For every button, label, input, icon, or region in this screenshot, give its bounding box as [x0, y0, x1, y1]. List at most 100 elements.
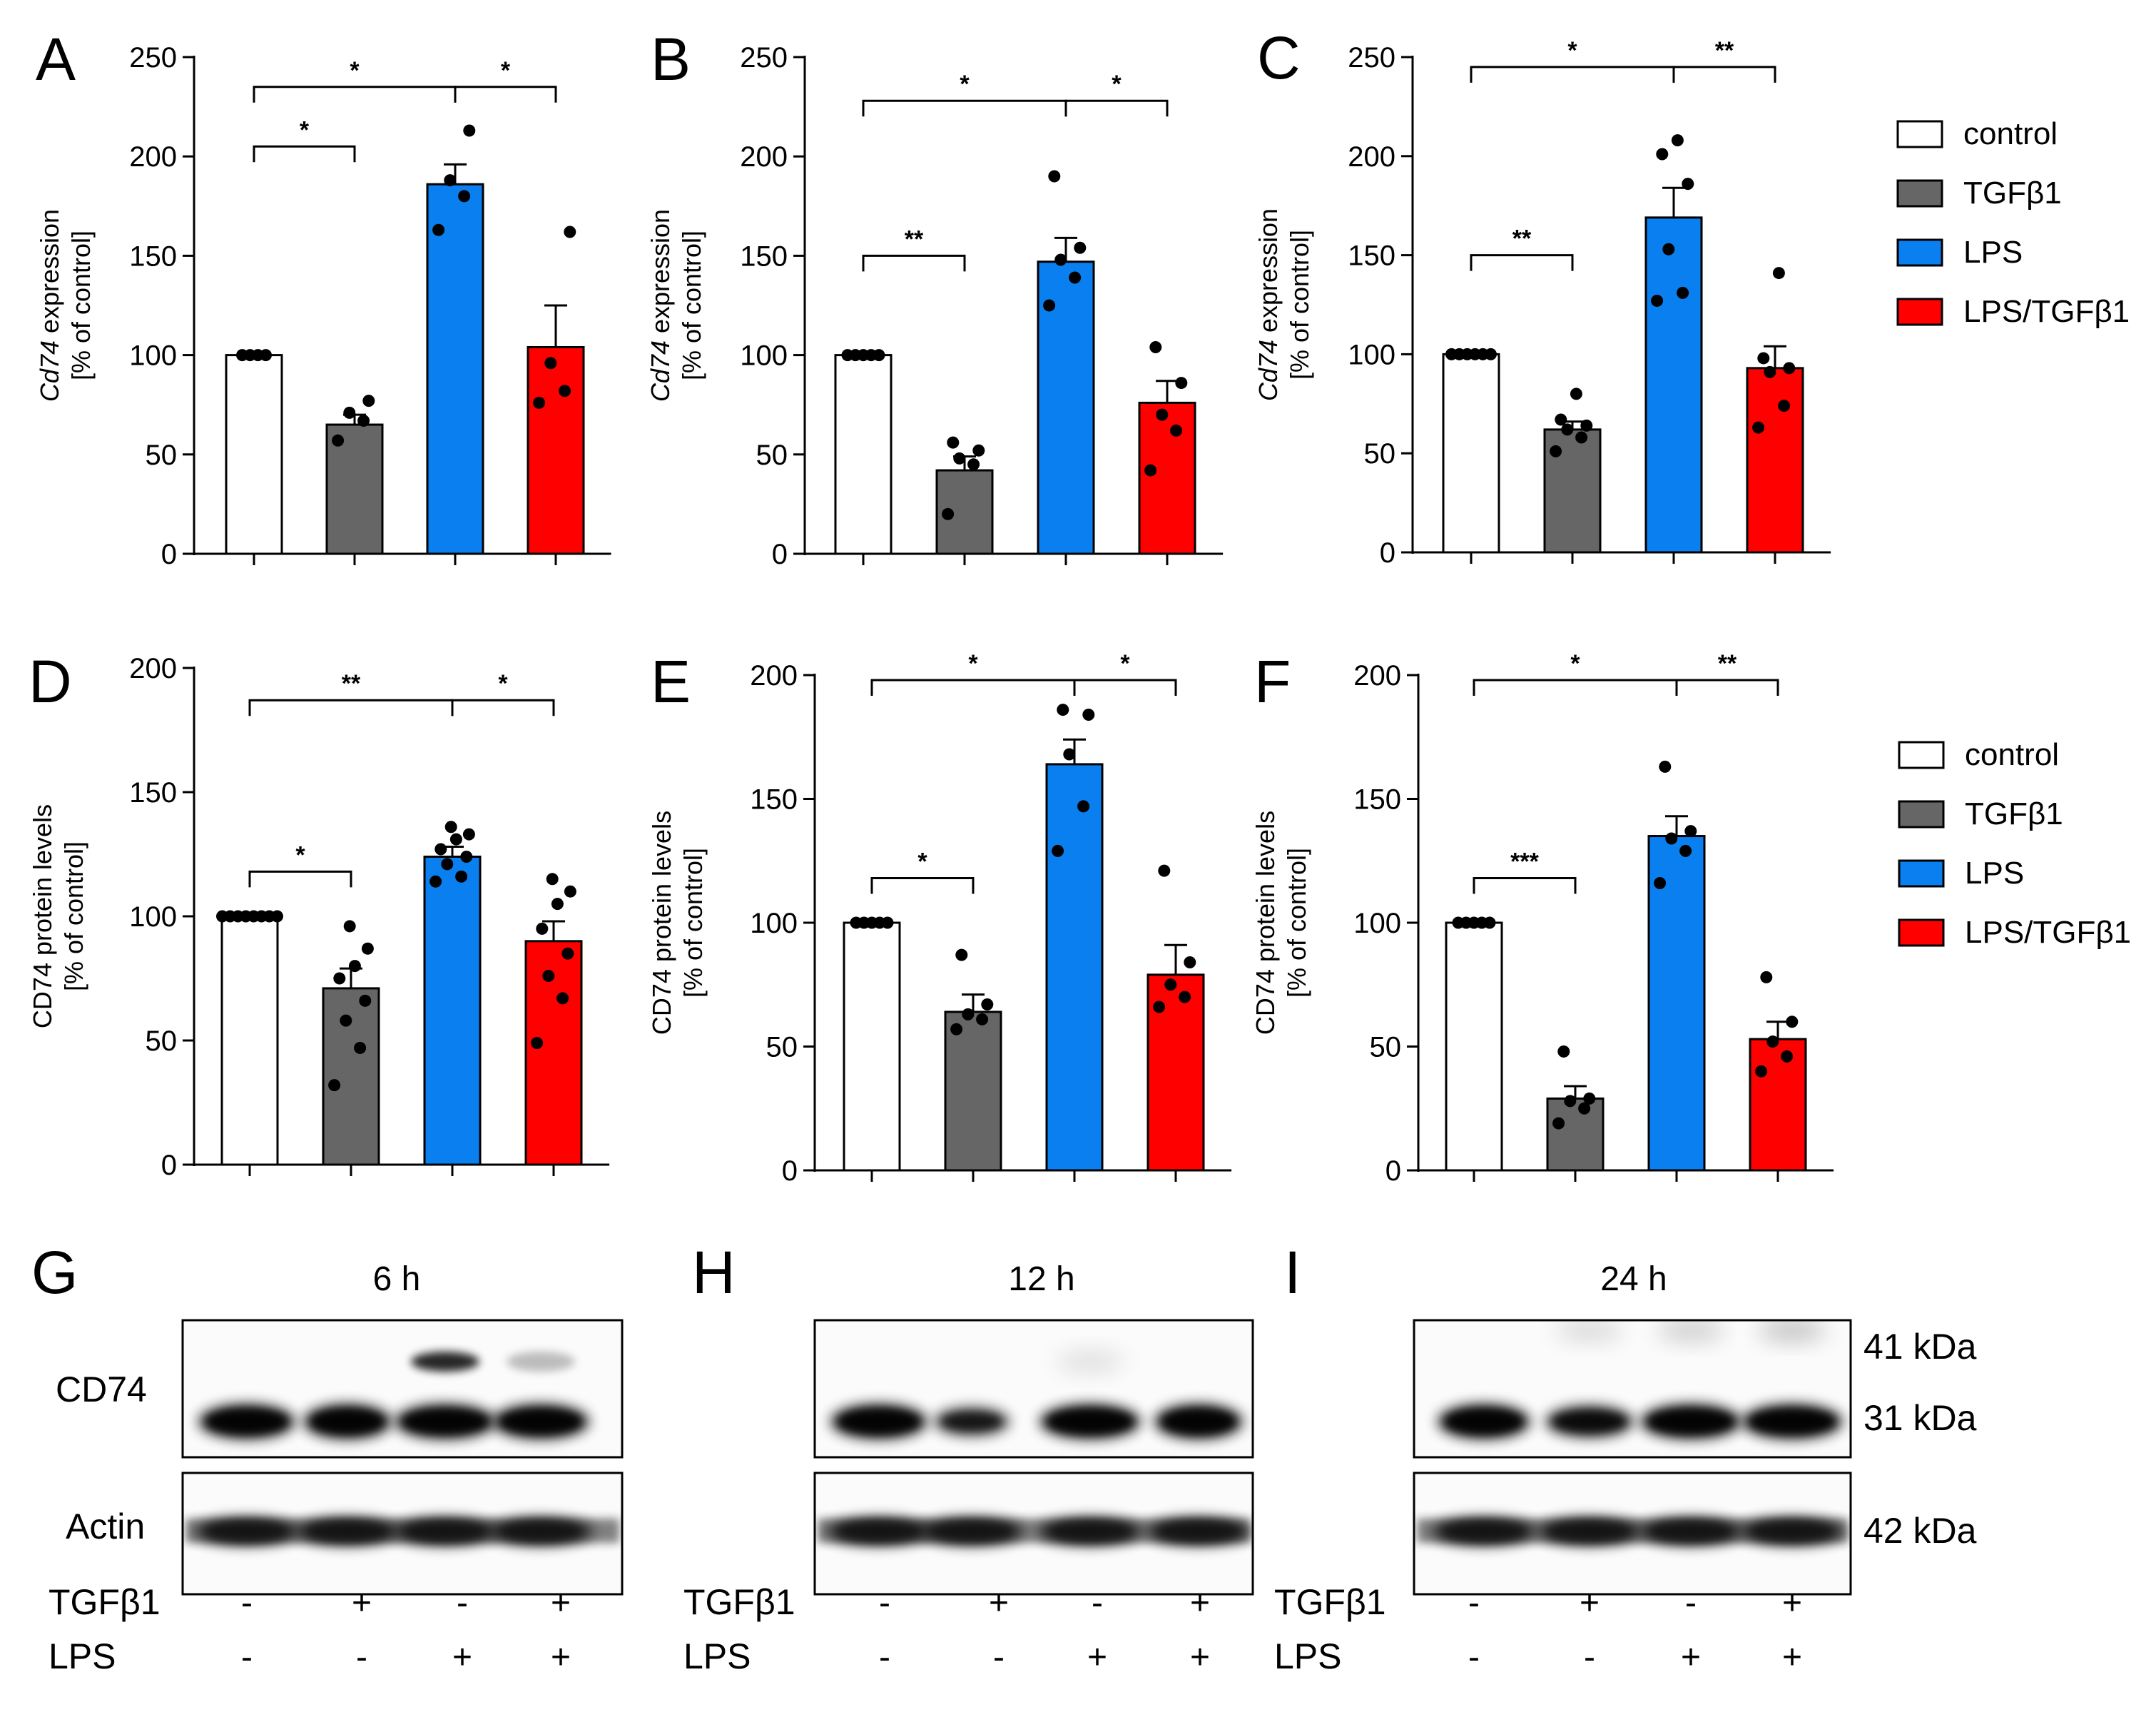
data-point	[1054, 253, 1067, 266]
data-point	[357, 414, 370, 427]
blot-panel-h: H 12 h TGFβ1 LPS - - + - - + + +	[683, 1239, 1254, 1676]
band-41kda	[1758, 1320, 1826, 1340]
data-point	[1057, 704, 1069, 716]
data-point	[559, 385, 571, 397]
data-point	[1158, 864, 1171, 877]
data-point	[1552, 1117, 1565, 1130]
significance-bracket	[1473, 877, 1577, 894]
data-point	[1164, 978, 1177, 991]
tgf-sign: -	[457, 1584, 468, 1622]
significance-label: *	[1567, 37, 1577, 64]
y-axis-label: Cd74 expression	[646, 209, 675, 402]
band-31kda-core	[1750, 1409, 1834, 1434]
data-point	[362, 395, 375, 407]
panel-letter: A	[36, 26, 76, 93]
data-point	[881, 916, 894, 929]
y-axis-label-unit: [% of control]	[1282, 848, 1311, 998]
y-tick-label: 150	[1353, 784, 1401, 816]
bar-lps	[1647, 835, 1706, 1172]
significance-bracket	[870, 679, 1076, 696]
bar-lps-tgf-1	[527, 345, 585, 555]
band-31kda-core	[1649, 1409, 1733, 1434]
band-31kda-core	[403, 1409, 487, 1434]
y-axis-label: CD74 protein levels	[1251, 811, 1280, 1035]
kda-31: 31 kDa	[1863, 1398, 1977, 1438]
kda-41: 41 kDa	[1863, 1327, 1977, 1367]
y-tick-label: 150	[1348, 240, 1395, 272]
data-point	[1778, 400, 1791, 412]
data-point	[1555, 413, 1567, 426]
data-point	[953, 452, 966, 465]
data-point	[1483, 916, 1496, 929]
y-axis-label: Cd74 expression	[1254, 208, 1283, 401]
significance-label: *	[501, 57, 511, 84]
band-31kda-core	[311, 1409, 384, 1434]
band-31kda-core	[206, 1409, 288, 1434]
data-point	[1671, 134, 1684, 147]
tgf-sign: +	[1580, 1584, 1600, 1622]
tgf-sign: -	[1092, 1584, 1103, 1622]
data-point	[361, 942, 374, 955]
y-tick-label: 0	[161, 1150, 177, 1181]
significance-bracket	[1675, 679, 1779, 696]
data-point	[1144, 464, 1157, 477]
tgf-sign: -	[1685, 1584, 1697, 1622]
significance-label: **	[1512, 226, 1532, 253]
bar-lps	[1644, 216, 1703, 554]
y-axis-label-text: expression	[1254, 208, 1283, 340]
data-point	[1760, 971, 1773, 983]
data-point	[271, 910, 283, 923]
tgf-row-label: TGFβ1	[683, 1582, 795, 1622]
cd74-row-label: CD74	[56, 1369, 147, 1409]
blot-time-label: 6 h	[373, 1260, 421, 1298]
lps-sign: +	[1087, 1639, 1107, 1676]
legend-swatch	[1898, 741, 1945, 769]
bar-lps	[426, 183, 484, 555]
data-point	[1564, 1095, 1577, 1108]
lps-sign: -	[879, 1639, 890, 1676]
y-tick-label: 250	[129, 42, 177, 74]
significance-bracket	[1073, 679, 1177, 696]
legend-swatch	[1898, 918, 1945, 947]
data-point	[972, 444, 985, 457]
kda-42: 42 kDa	[1863, 1511, 1977, 1551]
y-tick-label: 100	[740, 340, 788, 372]
panel-letter: E	[651, 648, 691, 715]
tgf-sign: -	[1468, 1584, 1480, 1622]
data-point	[1550, 445, 1562, 457]
data-point	[1682, 178, 1694, 191]
data-point	[1063, 748, 1076, 761]
data-point	[1175, 377, 1188, 390]
bar-lps	[1045, 763, 1104, 1172]
data-point	[1752, 421, 1765, 434]
significance-bracket	[454, 86, 557, 103]
significance-bracket	[248, 870, 352, 888]
panel-letter: G	[31, 1239, 78, 1306]
lps-sign: +	[1190, 1639, 1210, 1676]
chart-panel-c: C 0 50 100 150 200 250 Cd74 expression [% of con…	[1254, 24, 1831, 569]
data-point	[260, 349, 272, 362]
y-tick-label: 250	[740, 42, 788, 74]
y-tick-label: 100	[1348, 339, 1395, 370]
band-actin-smear	[818, 1519, 1250, 1543]
data-point	[1781, 1050, 1794, 1063]
y-tick-label: 100	[129, 901, 177, 933]
data-point	[354, 1041, 367, 1054]
significance-bracket	[1473, 679, 1678, 696]
significance-bracket	[451, 699, 555, 716]
actin-bands	[818, 1517, 1251, 1546]
tgf-sign: +	[551, 1584, 571, 1622]
y-axis-label-text: CD74 protein levels	[1251, 811, 1280, 1035]
data-point	[1783, 362, 1796, 375]
y-axis-label: CD74 protein levels	[28, 804, 57, 1028]
y-tick-label: 200	[1353, 660, 1401, 692]
data-point	[1580, 419, 1593, 432]
bar-lps	[423, 855, 482, 1166]
y-tick-label: 200	[129, 653, 177, 684]
data-point	[1077, 800, 1090, 813]
bar-tgf-1	[944, 1011, 1002, 1172]
data-point	[463, 124, 476, 137]
bar-tgf-1	[325, 423, 384, 555]
chart-panel-e: E 0 50 100 150 200 CD74 protein levels [% of co…	[647, 648, 1232, 1187]
data-point	[1074, 241, 1087, 254]
